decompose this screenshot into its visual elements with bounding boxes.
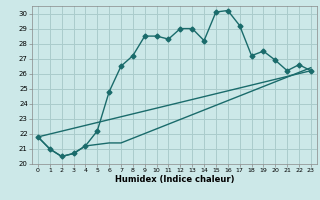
X-axis label: Humidex (Indice chaleur): Humidex (Indice chaleur) — [115, 175, 234, 184]
